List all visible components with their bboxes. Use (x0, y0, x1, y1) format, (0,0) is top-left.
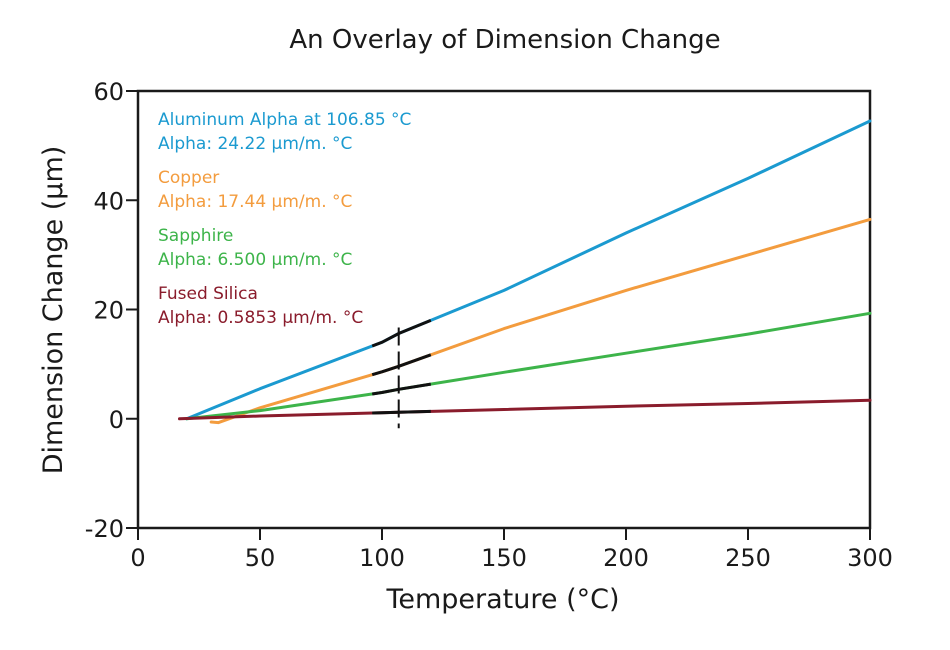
marker-segment-aluminum (371, 319, 432, 348)
y-tick-label: 60 (93, 78, 124, 106)
x-tick-label: 200 (603, 544, 649, 572)
marker-segment-copper (371, 353, 432, 377)
legend-alpha-copper: Alpha: 17.44 µm/m. °C (158, 192, 352, 212)
y-tick-label: 40 (93, 187, 124, 215)
legend-name-sapphire: Sapphire (158, 226, 233, 246)
legend-alpha-aluminum: Alpha: 24.22 µm/m. °C (158, 134, 352, 154)
x-axis-label: Temperature (°C) (385, 584, 619, 615)
marker-segment-sapphire (371, 382, 432, 396)
x-tick-label: 250 (725, 544, 771, 572)
series-line-aluminum (185, 119, 872, 421)
chart-title: An Overlay of Dimension Change (289, 25, 720, 55)
legend-name-aluminum: Aluminum Alpha at 106.85 °C (158, 110, 411, 130)
legend-alpha-sapphire: Alpha: 6.500 µm/m. °C (158, 250, 352, 270)
series-line-fused (178, 398, 872, 421)
legend-name-copper: Copper (158, 168, 219, 188)
legend-alpha-fused: Alpha: 0.5853 µm/m. °C (158, 308, 363, 328)
y-axis-label: Dimension Change (µm) (38, 146, 69, 475)
x-tick-label: 50 (245, 544, 276, 572)
legend-name-fused: Fused Silica (158, 284, 258, 304)
x-tick-label: 150 (481, 544, 527, 572)
series-line-sapphire (185, 311, 872, 421)
marker-segment-fused (372, 409, 431, 415)
y-tick-label: 0 (109, 406, 124, 434)
x-tick-label: 300 (847, 544, 893, 572)
x-tick-label: 0 (130, 544, 145, 572)
y-tick-label: -20 (85, 515, 124, 543)
y-tick-label: 20 (93, 297, 124, 325)
x-tick-label: 100 (359, 544, 405, 572)
